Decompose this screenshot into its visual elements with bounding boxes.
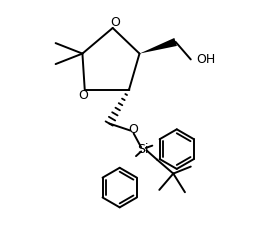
Text: O: O <box>129 123 139 136</box>
Text: Si: Si <box>137 143 149 156</box>
Text: OH: OH <box>197 53 216 66</box>
Text: O: O <box>79 89 88 102</box>
Text: O: O <box>110 16 121 29</box>
Polygon shape <box>140 38 177 54</box>
